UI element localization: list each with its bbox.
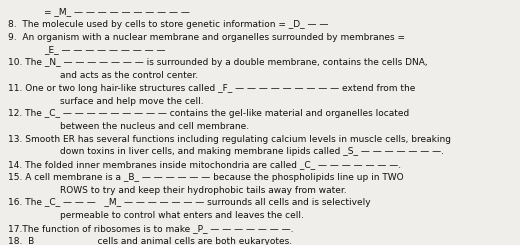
Text: 13. Smooth ER has several functions including regulating calcium levels in muscl: 13. Smooth ER has several functions incl… — [8, 135, 451, 144]
Text: 14. The folded inner membranes inside mitochondria are called _C_ — — — — — — —.: 14. The folded inner membranes inside mi… — [8, 160, 401, 169]
Text: 11. One or two long hair-like structures called _F_ — — — — — — — — — extend fro: 11. One or two long hair-like structures… — [8, 84, 415, 93]
Text: between the nucleus and cell membrane.: between the nucleus and cell membrane. — [60, 122, 249, 131]
Text: surface and help move the cell.: surface and help move the cell. — [60, 97, 203, 106]
Text: 10. The _N_ — — — — — — — is surrounded by a double membrane, contains the cells: 10. The _N_ — — — — — — — is surrounded … — [8, 58, 427, 67]
Text: ROWS to try and keep their hydrophobic tails away from water.: ROWS to try and keep their hydrophobic t… — [60, 186, 346, 195]
Text: = _M_ — — — — — — — — — —: = _M_ — — — — — — — — — — — [44, 7, 190, 16]
Text: 8.  The molecule used by cells to store genetic information = _D_ — —: 8. The molecule used by cells to store g… — [8, 20, 328, 29]
Text: 12. The _C_ — — — — — — — — — contains the gel-like material and organelles loca: 12. The _C_ — — — — — — — — — contains t… — [8, 109, 409, 118]
Text: 15. A cell membrane is a _B_ — — — — — — because the phospholipids line up in TW: 15. A cell membrane is a _B_ — — — — — —… — [8, 173, 404, 182]
Text: permeable to control what enters and leaves the cell.: permeable to control what enters and lea… — [60, 211, 304, 220]
Text: 17.The function of ribosomes is to make _P_ — — — — — — —.: 17.The function of ribosomes is to make … — [8, 224, 293, 233]
Text: and acts as the control center.: and acts as the control center. — [60, 71, 198, 80]
Text: 9.  An organism with a nuclear membrane and organelles surrounded by membranes =: 9. An organism with a nuclear membrane a… — [8, 33, 405, 42]
Text: _E_ — — — — — — — — —: _E_ — — — — — — — — — — [44, 46, 166, 55]
Text: 16. The _C_ — — —   _M_ — — — — — — — surrounds all cells and is selectively: 16. The _C_ — — — _M_ — — — — — — — surr… — [8, 198, 370, 208]
Text: down toxins in liver cells, and making membrane lipids called _S_ — — — — — — —.: down toxins in liver cells, and making m… — [60, 147, 444, 157]
Text: 18.  B                      cells and animal cells are both eukaryotes.: 18. B cells and animal cells are both eu… — [8, 237, 292, 245]
